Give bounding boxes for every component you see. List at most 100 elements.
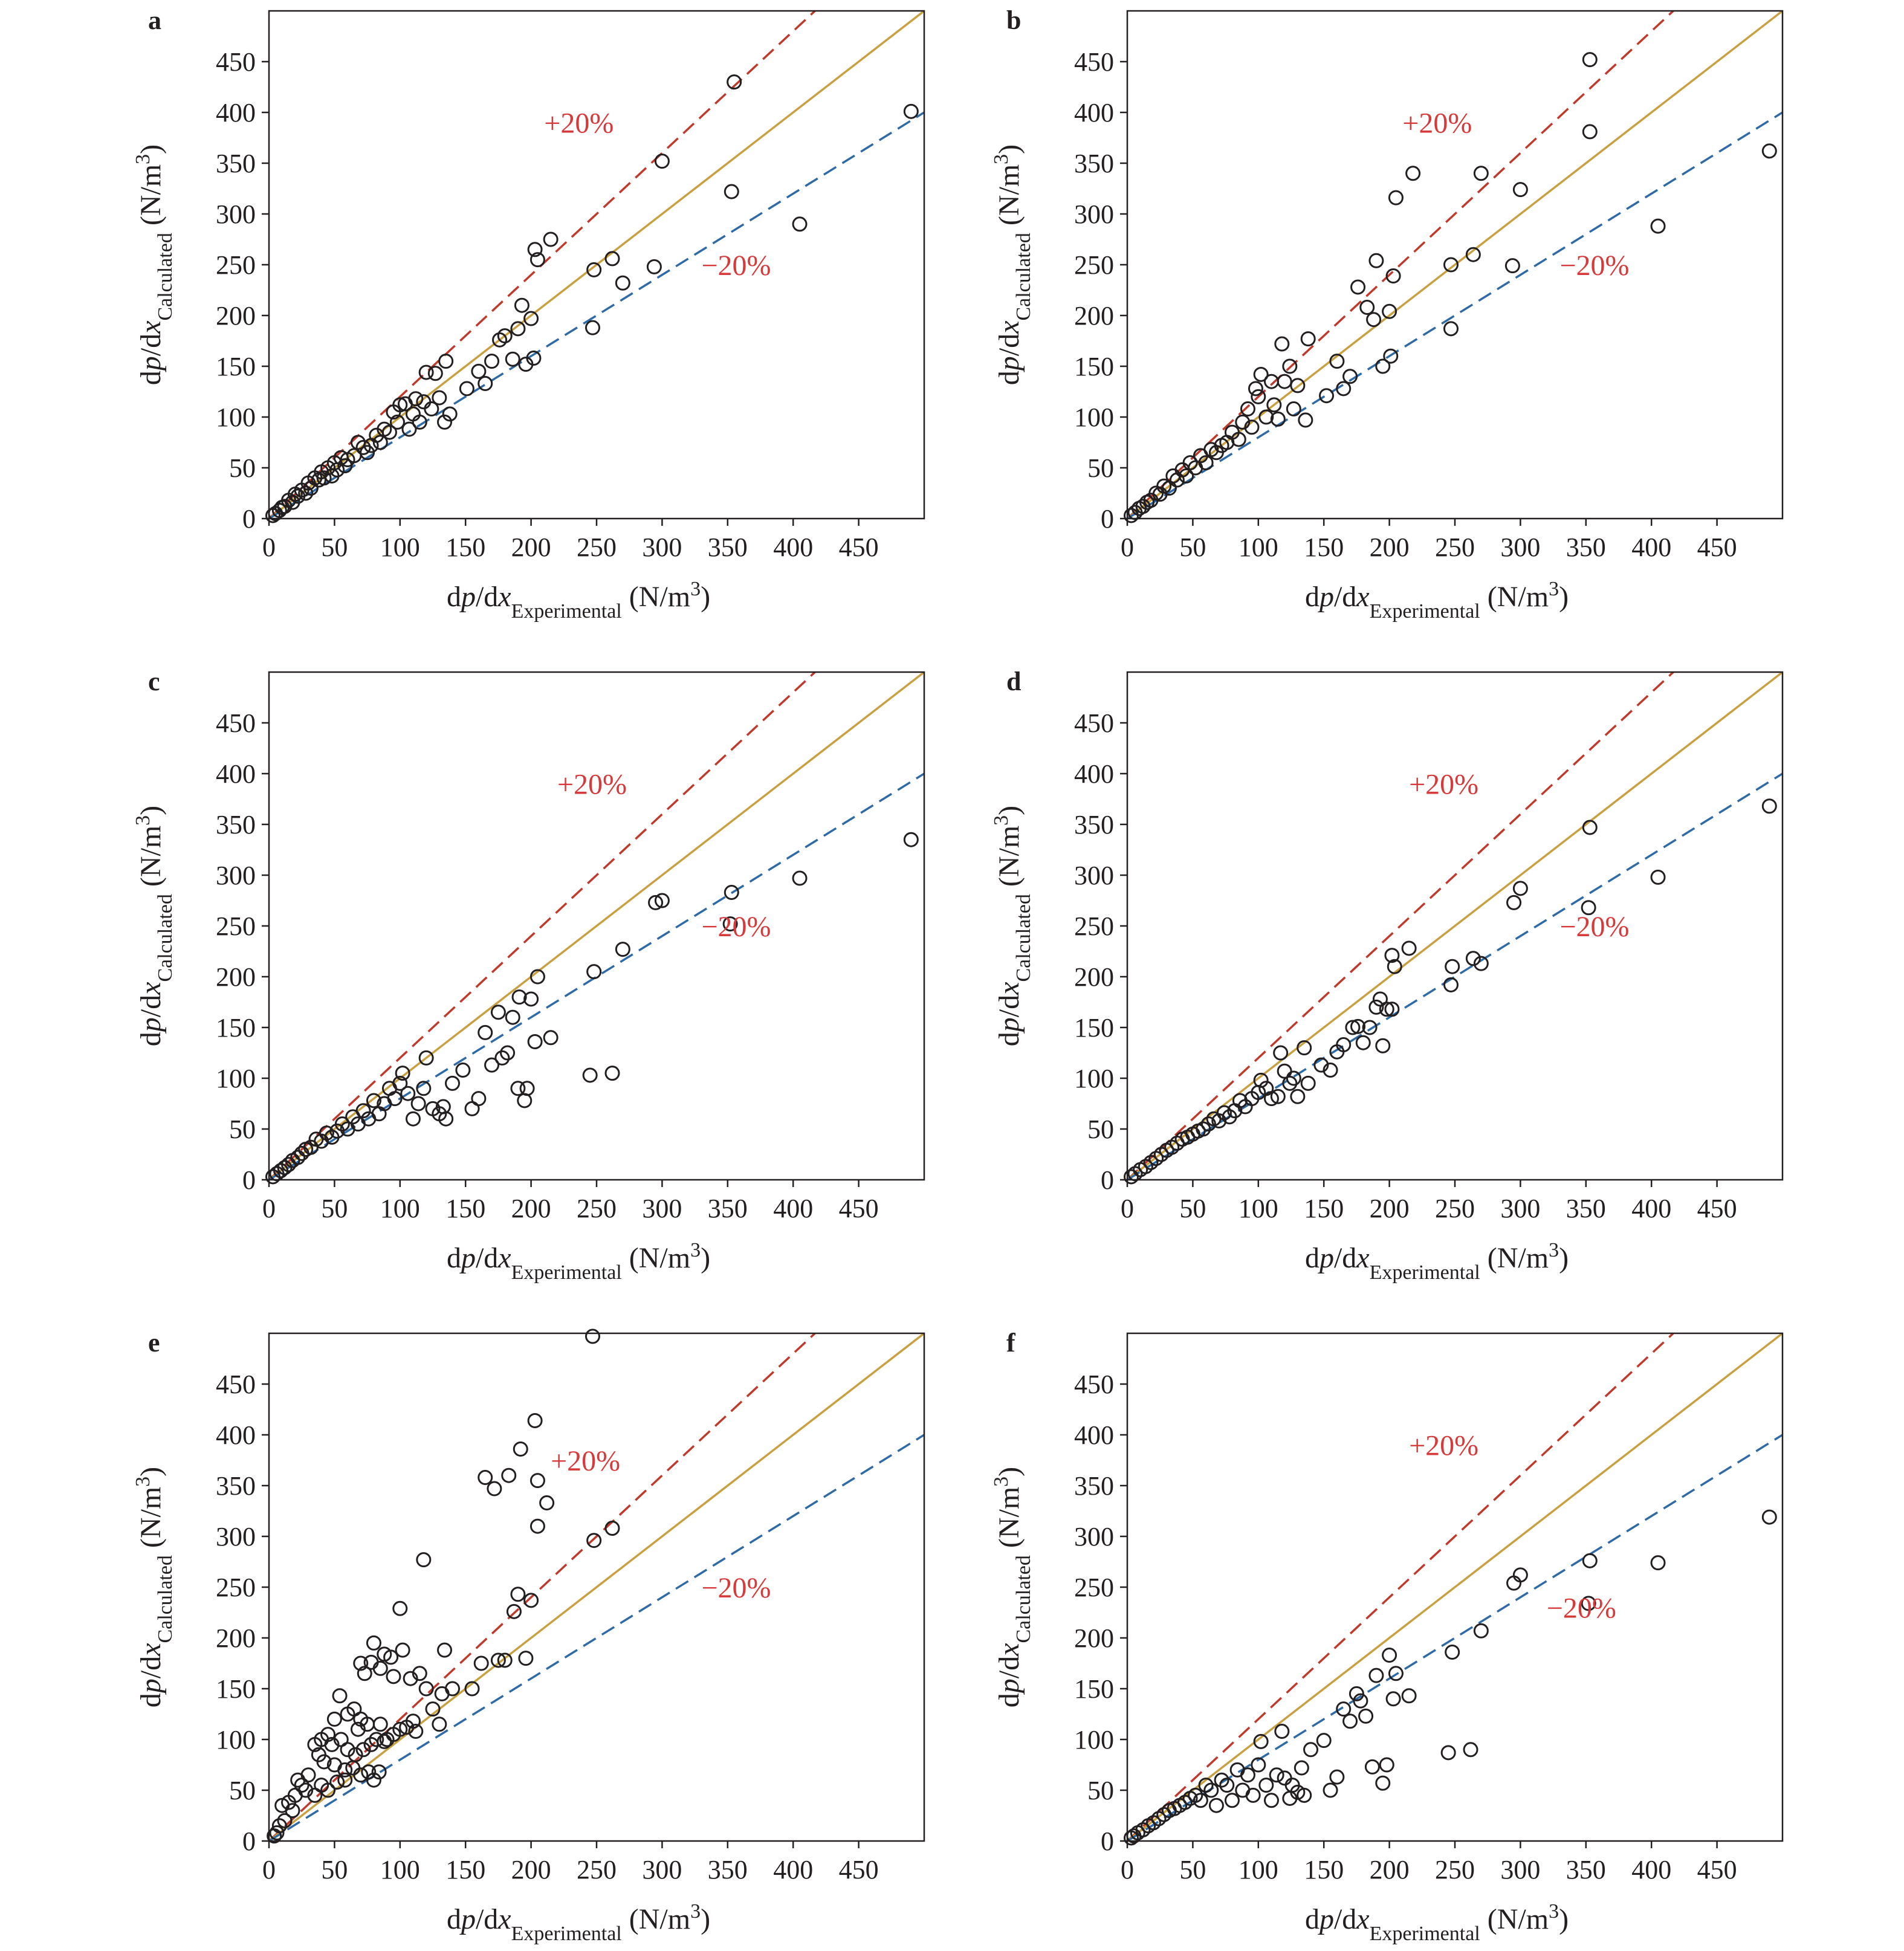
data-point xyxy=(464,1101,480,1116)
y-axis-label-sub: Calculated xyxy=(1012,894,1035,982)
data-point xyxy=(1323,1063,1338,1078)
x-axis-label-pre: d xyxy=(1305,581,1320,613)
data-point xyxy=(1368,999,1384,1015)
plus-20-label: +20% xyxy=(544,108,614,140)
data-point xyxy=(1440,1745,1456,1761)
data-point xyxy=(386,1669,401,1684)
data-point xyxy=(1251,389,1266,404)
data-point xyxy=(395,1066,410,1081)
y-axis-label-post: (N/m xyxy=(135,826,167,894)
x-axis-label-ital-x: x xyxy=(497,1242,511,1274)
data-point xyxy=(903,832,919,847)
data-point xyxy=(1385,268,1401,283)
data-point xyxy=(1506,1575,1522,1591)
data-point xyxy=(543,231,559,247)
data-point xyxy=(1375,1775,1391,1791)
data-point xyxy=(1582,820,1598,835)
data-point xyxy=(1387,959,1402,974)
data-point xyxy=(372,435,388,450)
plus-20-label: +20% xyxy=(557,769,627,801)
y-axis-label-pre: d xyxy=(135,1032,167,1046)
data-point xyxy=(654,154,670,169)
y-axis-label-pre: d xyxy=(135,1693,167,1707)
data-point xyxy=(1297,1040,1312,1056)
y-tick-label: 250 xyxy=(1074,911,1114,941)
data-point xyxy=(1382,303,1397,319)
data-point xyxy=(412,1666,427,1681)
data-point xyxy=(1650,218,1666,234)
data-point xyxy=(1362,1020,1378,1035)
data-point xyxy=(615,942,630,957)
y-tick-label: 300 xyxy=(1074,199,1114,229)
data-point xyxy=(1473,956,1489,971)
data-point xyxy=(1504,258,1520,274)
x-axis-label-ital-p: p xyxy=(1318,1903,1334,1935)
x-tick-label: 100 xyxy=(1239,532,1278,562)
x-tick-label: 250 xyxy=(1435,1194,1475,1223)
x-tick-label: 250 xyxy=(577,532,617,562)
y-axis-label-post: (N/m xyxy=(993,826,1025,894)
x-axis-label-ital-x: x xyxy=(1356,581,1369,613)
x-tick-label: 450 xyxy=(1697,1855,1737,1885)
data-point xyxy=(1124,1169,1139,1185)
data-point xyxy=(1258,409,1274,425)
data-point xyxy=(510,1587,526,1602)
data-point xyxy=(389,414,405,430)
y-axis-label-ital-x: x xyxy=(993,982,1025,995)
x-axis-label-ital-p: p xyxy=(459,1242,476,1274)
data-point xyxy=(1512,182,1528,198)
data-point xyxy=(1355,1035,1371,1050)
data-point xyxy=(372,1716,388,1732)
data-point xyxy=(586,964,602,980)
y-tick-label: 300 xyxy=(1074,1522,1114,1551)
y-tick-label: 150 xyxy=(1074,1013,1114,1043)
y-axis-label-end: ) xyxy=(993,144,1025,154)
data-point xyxy=(392,1721,408,1737)
data-point xyxy=(584,1328,600,1344)
y-axis-label-end: ) xyxy=(993,1467,1025,1477)
data-point xyxy=(432,390,447,406)
x-tick-label: 150 xyxy=(1304,1194,1344,1223)
data-point xyxy=(366,1093,381,1108)
y-axis-label-sup: 3 xyxy=(132,815,154,826)
y-axis-label-sub: Calculated xyxy=(154,894,176,982)
data-point xyxy=(427,366,443,381)
plus-20-line xyxy=(1127,11,1675,519)
data-point xyxy=(497,1652,513,1668)
data-point xyxy=(369,1732,384,1747)
data-point xyxy=(416,394,432,410)
x-tick-label: 100 xyxy=(1239,1194,1278,1223)
data-point xyxy=(722,916,738,932)
data-point xyxy=(1273,1045,1289,1061)
data-point xyxy=(1473,166,1489,181)
x-tick-label: 400 xyxy=(773,1855,813,1885)
x-axis-label-sub: Experimental xyxy=(511,1923,622,1945)
y-tick-label: 300 xyxy=(216,1522,256,1551)
x-tick-label: 300 xyxy=(1500,1194,1540,1223)
data-point xyxy=(316,1754,332,1770)
x-axis-label-pre: d xyxy=(1305,1242,1320,1274)
data-point xyxy=(445,1075,461,1091)
data-point xyxy=(353,1655,369,1671)
x-tick-label: 300 xyxy=(1500,532,1540,562)
data-point xyxy=(308,1131,324,1147)
data-point xyxy=(1443,977,1459,992)
y-tick-label: 450 xyxy=(216,1370,256,1399)
data-point xyxy=(377,1733,392,1749)
x-tick-label: 50 xyxy=(321,1194,348,1223)
y-tick-label: 200 xyxy=(216,301,256,331)
data-point xyxy=(438,354,454,369)
data-point xyxy=(435,1099,451,1115)
data-point xyxy=(1258,1081,1274,1096)
y-axis-label-sup: 3 xyxy=(990,154,1012,164)
y-axis-label-ital-x: x xyxy=(135,321,167,334)
data-point xyxy=(523,1593,539,1608)
x-axis-label-mid: /d xyxy=(476,1903,498,1935)
x-tick-label: 50 xyxy=(1179,1855,1206,1885)
y-tick-label: 0 xyxy=(242,1826,256,1856)
y-tick-label: 50 xyxy=(229,453,256,483)
y-axis-label-pre: d xyxy=(135,370,167,385)
data-point xyxy=(410,1096,426,1111)
data-point xyxy=(1388,190,1404,205)
y-axis-label: dp/dxCalculated (N/m3) xyxy=(990,1467,1035,1707)
